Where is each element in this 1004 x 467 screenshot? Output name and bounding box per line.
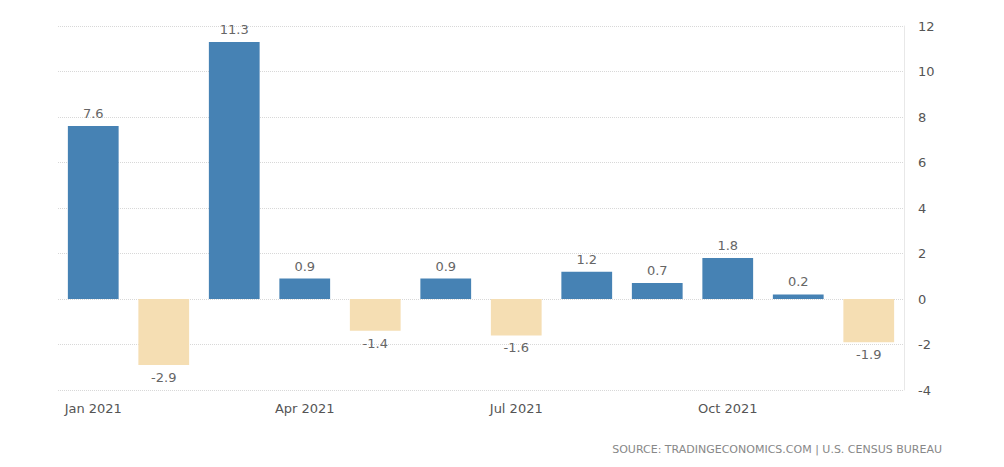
svg-text:12: 12: [918, 19, 935, 34]
svg-text:Oct 2021: Oct 2021: [698, 401, 758, 416]
svg-text:Apr 2021: Apr 2021: [275, 401, 335, 416]
svg-text:11.3: 11.3: [220, 22, 249, 37]
svg-text:-2: -2: [918, 337, 931, 352]
svg-text:Jul 2021: Jul 2021: [489, 401, 543, 416]
svg-text:-2.9: -2.9: [151, 370, 176, 385]
svg-text:-4: -4: [918, 383, 931, 398]
svg-text:0.9: 0.9: [435, 259, 456, 274]
svg-text:-1.6: -1.6: [504, 340, 529, 355]
svg-text:1.2: 1.2: [576, 252, 597, 267]
svg-text:0: 0: [918, 292, 926, 307]
svg-text:Jan 2021: Jan 2021: [64, 401, 122, 416]
svg-text:7.6: 7.6: [83, 106, 104, 121]
svg-text:SOURCE: TRADINGECONOMICS.COM |: SOURCE: TRADINGECONOMICS.COM | U.S. CENS…: [612, 443, 942, 456]
svg-text:8: 8: [918, 110, 926, 125]
svg-text:0.7: 0.7: [647, 263, 668, 278]
svg-text:2: 2: [918, 246, 926, 261]
svg-text:-1.9: -1.9: [856, 347, 881, 362]
svg-text:4: 4: [918, 201, 926, 216]
svg-text:0.9: 0.9: [294, 259, 315, 274]
svg-text:6: 6: [918, 155, 926, 170]
svg-text:0.2: 0.2: [788, 274, 809, 289]
svg-text:10: 10: [918, 64, 935, 79]
svg-text:1.8: 1.8: [717, 238, 738, 253]
svg-text:-1.4: -1.4: [363, 336, 388, 351]
